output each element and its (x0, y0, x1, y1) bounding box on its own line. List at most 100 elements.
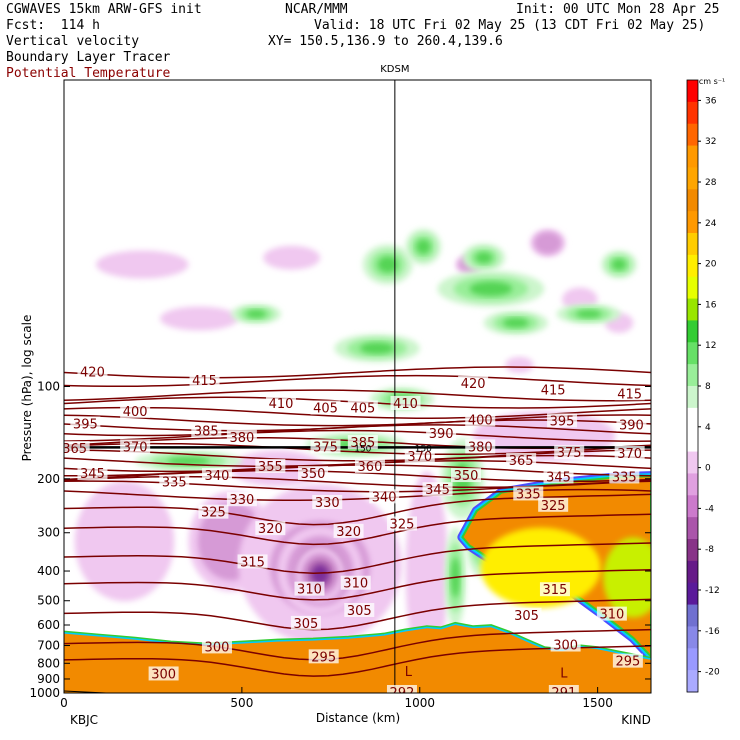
theta-contour-385 (64, 424, 651, 437)
theta-label: 300 (205, 640, 230, 655)
theta-label-bg (614, 445, 645, 460)
theta-contour-325 (64, 493, 651, 526)
colorbar-swatch (687, 123, 698, 147)
theta-label-bg (201, 468, 232, 483)
theta-label-bg (347, 400, 378, 415)
theta-contour-300 (64, 628, 651, 661)
theta-label-bg (255, 458, 286, 473)
theta-label: 415 (617, 387, 642, 402)
theta-label: 395 (550, 414, 575, 429)
colorbar-swatch (687, 364, 698, 387)
theta-label: 385 (350, 436, 375, 451)
y-tick-label: 300 (37, 526, 60, 540)
theta-contour-415 (64, 374, 651, 388)
ascent-region (503, 318, 529, 328)
theta-label-bg (201, 639, 232, 654)
descent-region (263, 245, 321, 270)
theta-label: 305 (294, 617, 319, 632)
theta-label: 395 (73, 417, 98, 432)
theta-label: 330 (315, 496, 340, 511)
theta-label: 345 (80, 467, 105, 482)
theta-label: 420 (80, 365, 105, 380)
theta-label-bg (226, 429, 257, 444)
descent-region (533, 231, 562, 254)
x-tick-label: 1000 (404, 696, 435, 710)
y-tick-label: 400 (37, 564, 60, 578)
ascent-region (611, 258, 627, 271)
theta-label-bg (426, 426, 457, 441)
colorbar-tick-label: 28 (705, 178, 717, 188)
theta-label: 370 (407, 450, 432, 465)
descent-region (160, 306, 239, 331)
colorbar-tick-label: 20 (705, 260, 717, 270)
theta-label-bg (120, 403, 151, 418)
colorbar-swatch (687, 495, 698, 518)
ascent-region (377, 256, 398, 273)
y-tick-label: 900 (37, 672, 60, 686)
theta-label: 365 (62, 442, 87, 457)
cross-section-endpoints: XY= 150.5,136.9 to 260.4,139.6 (268, 34, 503, 49)
y-tick-label: 1000 (29, 686, 60, 700)
theta-label: 415 (541, 383, 566, 398)
station-right-label: KIND (621, 713, 651, 727)
model-title: CGWAVES 15km ARW-GFS init (6, 2, 202, 17)
theta-label: 400 (468, 413, 493, 428)
theta-label-bg (159, 474, 190, 489)
theta-label: 410 (393, 397, 418, 412)
theta-label-bg (386, 685, 417, 693)
theta-label-bg (226, 492, 257, 507)
theta-label-bg (596, 606, 627, 621)
theta-label-bg (266, 395, 297, 410)
colorbar-swatch (687, 145, 698, 168)
colorbar-tick-label: 8 (705, 382, 711, 392)
station-kdsm-label: KDSM (380, 64, 409, 75)
ascent-region (469, 281, 513, 297)
y-tick-label: 200 (37, 472, 60, 486)
theta-label-bg (612, 653, 643, 668)
colorbar-tick-label: 32 (705, 137, 716, 147)
theta-label: 310 (297, 583, 322, 598)
colorbar-swatch (687, 407, 698, 431)
y-axis-label: Pressure (hPa), log scale (20, 315, 34, 462)
theta-contour-330 (64, 488, 651, 501)
tropopause-label: 150 (354, 444, 371, 454)
tracer-core (480, 527, 601, 608)
colorbar-swatch (687, 254, 698, 278)
theta-contour-310 (64, 568, 651, 601)
colorbar-tick-label: -4 (705, 504, 714, 514)
theta-label: 390 (429, 427, 454, 442)
theta-contour-380 (64, 429, 651, 442)
theta-label: 380 (229, 431, 254, 446)
theta-label-bg (77, 466, 108, 481)
theta-label-bg (539, 582, 570, 597)
theta-label-bg (511, 607, 542, 622)
x-axis-label: Distance (km) (316, 711, 400, 725)
colorbar-swatch (687, 429, 698, 453)
ascent-region (167, 456, 210, 465)
theta-labels: 420 415 420 415 415 400 410 405 405 410 400 395 390 3… (62, 364, 647, 701)
y-tick-label: 600 (37, 618, 60, 632)
colorbar-swatch (687, 189, 698, 212)
colorbar-swatch (687, 539, 698, 562)
descent-region (505, 356, 534, 373)
theta-label: 291 (551, 686, 576, 701)
theta-label-bg (386, 516, 417, 531)
colorbar-tick-label: -8 (705, 545, 714, 555)
terrain-fill (64, 625, 651, 693)
theta-label-bg (191, 423, 222, 438)
theta-label-bg (422, 482, 453, 497)
theta-label: 380 (468, 440, 493, 455)
theta-label-bg (237, 554, 268, 569)
theta-label-bg (310, 439, 341, 454)
theta-label-bg (354, 458, 385, 473)
colorbar-swatch (687, 560, 698, 584)
theta-label-bg (290, 615, 321, 630)
theta-label-bg (198, 504, 229, 519)
colorbar: 36 32 28 24 20 16 12 8 4 0 -4 -8 -12 -16 -20 (686, 79, 720, 693)
theta-label: 390 (619, 418, 644, 433)
colorbar-swatch (687, 298, 698, 321)
ascent-region (475, 252, 493, 264)
colorbar-swatch (687, 582, 698, 606)
theta-label-bg (513, 486, 544, 501)
